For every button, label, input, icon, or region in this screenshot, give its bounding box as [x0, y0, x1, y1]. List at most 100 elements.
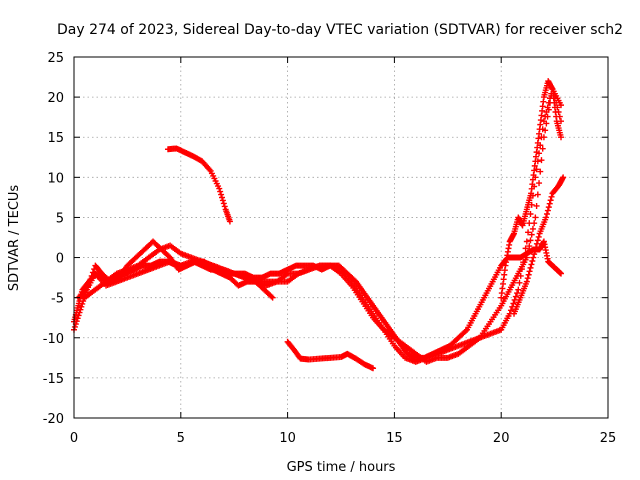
- data-point: [531, 251, 538, 258]
- data-point: [370, 365, 377, 372]
- x-tick-label: 20: [493, 431, 510, 446]
- data-point: [80, 298, 87, 305]
- y-axis-label: SDTVAR / TECUs: [7, 185, 22, 292]
- data-point: [528, 261, 535, 268]
- data-point: [86, 279, 93, 286]
- data-point: [545, 204, 552, 211]
- data-point: [87, 276, 94, 283]
- data-point: [77, 306, 84, 313]
- series-track-3: [81, 86, 565, 365]
- data-point: [530, 254, 537, 261]
- grid-lines: [74, 57, 608, 418]
- plot-frame: [73, 56, 609, 419]
- x-tick-label: 25: [600, 431, 617, 446]
- data-point: [507, 307, 514, 314]
- x-tick-label: 10: [279, 431, 296, 446]
- series-track-7: [498, 78, 565, 301]
- data-point: [217, 188, 224, 195]
- series-track-6: [284, 338, 377, 372]
- data-point: [560, 174, 567, 181]
- y-tick-label: 15: [47, 131, 64, 146]
- data-point: [535, 233, 542, 240]
- data-point: [73, 318, 80, 325]
- data-point: [558, 270, 565, 277]
- data-point: [558, 134, 565, 141]
- data-point: [522, 245, 529, 252]
- data-points: [71, 78, 567, 372]
- y-tick-label: -15: [43, 372, 64, 387]
- data-point: [543, 120, 550, 127]
- y-tick-label: 0: [56, 252, 64, 267]
- data-point: [544, 207, 551, 214]
- data-point: [533, 240, 540, 247]
- data-point: [523, 254, 530, 261]
- data-point: [532, 247, 539, 254]
- data-point: [534, 191, 541, 198]
- series-track-1: [71, 238, 565, 361]
- x-tick-label: 15: [386, 431, 403, 446]
- data-point: [540, 134, 547, 141]
- data-point: [527, 237, 534, 244]
- data-point: [525, 248, 532, 255]
- data-point: [218, 191, 225, 198]
- data-point: [526, 243, 533, 250]
- x-axis-label: GPS time / hours: [287, 460, 396, 475]
- data-point: [269, 294, 276, 301]
- data-point: [216, 185, 223, 192]
- data-point: [219, 197, 226, 204]
- data-point: [218, 194, 225, 201]
- data-point: [544, 113, 551, 120]
- data-point: [546, 200, 553, 207]
- y-tick-label: 20: [47, 91, 64, 106]
- data-point: [525, 229, 532, 236]
- data-point: [536, 180, 543, 187]
- data-point: [538, 157, 545, 164]
- data-point: [76, 309, 83, 316]
- data-point: [542, 127, 549, 134]
- data-point: [533, 202, 540, 209]
- data-point: [525, 271, 532, 278]
- data-point: [529, 257, 536, 264]
- data-point: [539, 145, 546, 152]
- data-point: [527, 264, 534, 271]
- data-point: [537, 168, 544, 175]
- data-point: [531, 220, 538, 227]
- series-track-4: [71, 238, 276, 333]
- data-point: [82, 289, 89, 296]
- data-point: [558, 102, 565, 109]
- data-point: [528, 231, 535, 238]
- axis-ticks: 0 5 10 15 20 25 -20 -15 -10 -5 0 5 10 15 20 25: [43, 51, 617, 446]
- series-track-5: [164, 145, 233, 225]
- data-point: [547, 197, 554, 204]
- chart-title: Day 274 of 2023, Sidereal Day-to-day VTE…: [57, 22, 623, 38]
- data-point: [81, 292, 88, 299]
- data-point: [268, 293, 275, 300]
- data-point: [534, 237, 541, 244]
- data-point: [510, 300, 517, 307]
- data-point: [71, 323, 78, 330]
- data-point: [83, 286, 90, 293]
- data-point: [548, 193, 555, 200]
- data-point: [88, 272, 95, 279]
- data-point: [543, 214, 550, 221]
- data-point: [85, 283, 92, 290]
- data-point: [78, 303, 85, 310]
- y-tick-label: -5: [51, 292, 64, 307]
- y-tick-label: -20: [43, 412, 64, 427]
- data-point: [532, 214, 539, 221]
- data-point: [529, 225, 536, 232]
- y-tick-label: 25: [47, 51, 64, 66]
- data-point: [226, 218, 233, 225]
- data-point: [532, 244, 539, 251]
- data-point: [526, 268, 533, 275]
- data-point: [543, 211, 550, 218]
- data-point: [75, 312, 82, 319]
- data-point: [74, 315, 81, 322]
- data-point: [89, 269, 96, 276]
- data-point: [545, 106, 552, 113]
- data-point: [523, 238, 530, 245]
- data-point: [512, 293, 519, 300]
- data-point: [516, 279, 523, 286]
- x-tick-label: 5: [177, 431, 185, 446]
